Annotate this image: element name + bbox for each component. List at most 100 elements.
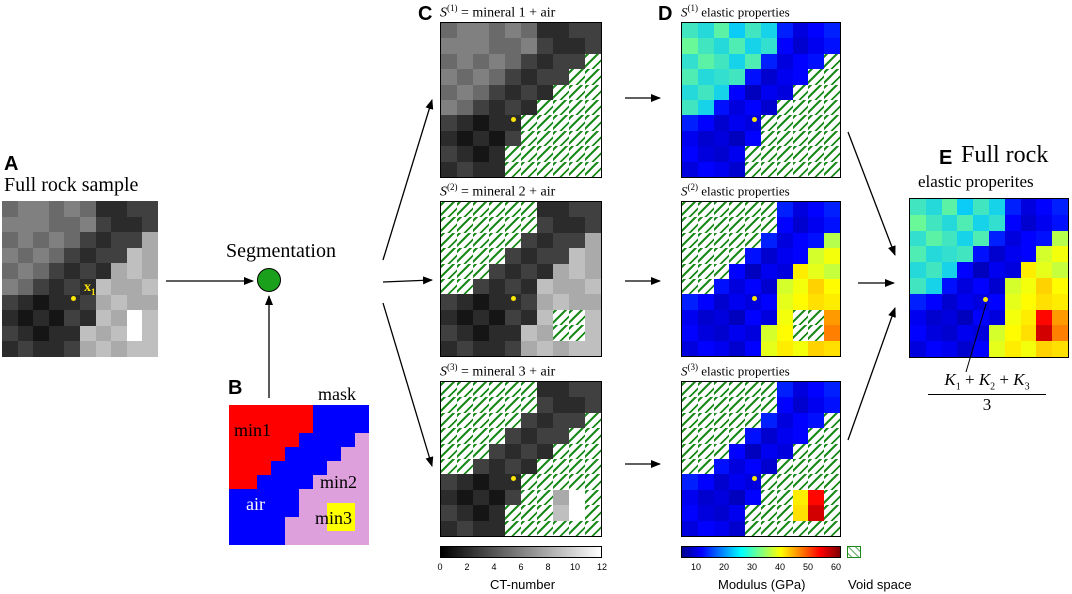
pixel-cell	[1052, 278, 1068, 294]
pixel-cell	[682, 99, 698, 116]
pixel-cell	[441, 115, 457, 131]
pixel-cell	[505, 474, 521, 490]
pixel-cell	[473, 474, 489, 490]
pixel-cell	[713, 146, 730, 162]
pixel-cell	[537, 53, 553, 70]
pixel-cell	[473, 84, 489, 100]
pixel-cell	[537, 458, 553, 475]
pixel-cell	[17, 294, 34, 311]
pixel-cell	[505, 412, 521, 429]
pixel-cell	[473, 397, 489, 413]
pixel-cell	[80, 232, 96, 248]
pixel-cell	[1020, 246, 1037, 263]
pixel-cell	[585, 146, 601, 162]
pixel-cell	[776, 278, 793, 295]
pixel-cell	[341, 489, 355, 503]
pixel-cell	[697, 38, 714, 54]
pixel-cell	[941, 278, 958, 294]
pixel-cell	[553, 309, 569, 326]
pixel-cell	[441, 248, 457, 264]
pixel-cell	[808, 53, 825, 70]
pixel-cell	[80, 263, 96, 279]
pixel-cell	[792, 325, 809, 341]
pixel-cell	[792, 294, 809, 310]
pixel-cell	[229, 489, 243, 503]
pixel-cell	[585, 38, 601, 54]
pixel-cell	[569, 38, 585, 54]
pixel-cell	[925, 293, 942, 310]
pixel-cell	[257, 405, 271, 419]
pixel-cell	[776, 23, 793, 39]
pixel-cell	[761, 458, 777, 475]
colorbar-tick-label: 4	[491, 562, 497, 572]
pixel-cell	[537, 161, 553, 177]
pixel-cell	[569, 474, 585, 490]
pixel-cell	[941, 214, 958, 231]
pixel-cell	[729, 146, 746, 162]
pixel-cell	[553, 263, 569, 279]
pixel-cell	[808, 146, 825, 162]
pixel-cell	[1020, 309, 1037, 326]
pixel-cell	[745, 294, 761, 310]
pixel-cell	[441, 428, 457, 444]
pixel-cell	[761, 505, 777, 521]
pixel-cell	[271, 475, 285, 489]
pixel-cell	[126, 279, 143, 295]
pixel-cell	[95, 247, 112, 264]
pixel-cell	[553, 443, 569, 459]
pixel-cell	[313, 531, 327, 545]
pixel-cell	[1036, 214, 1053, 231]
pixel-cell	[761, 146, 777, 162]
pixel-cell	[473, 294, 489, 310]
pixel-cell	[553, 202, 569, 218]
pixel-cell	[569, 99, 585, 116]
pixel-cell	[792, 130, 809, 147]
pixel-cell	[457, 520, 473, 536]
pixel-cell	[761, 489, 777, 506]
pixel-cell	[457, 325, 473, 341]
pixel-cell	[792, 69, 809, 85]
pixel-cell	[341, 503, 355, 517]
pixel-cell	[585, 458, 601, 475]
pixel-cell	[989, 278, 1005, 294]
pixel-cell	[745, 99, 761, 116]
pixel-cell	[776, 130, 793, 147]
pixel-cell	[257, 489, 271, 503]
pixel-cell	[521, 202, 537, 218]
pixel-cell	[48, 232, 65, 248]
pixel-cell	[745, 458, 761, 475]
pixel-cell	[126, 294, 143, 311]
pixel-cell	[729, 382, 746, 398]
pixel-cell	[457, 130, 473, 147]
pixel-cell	[910, 199, 926, 215]
pixel-cell	[697, 428, 714, 444]
pixel-cell	[521, 397, 537, 413]
pixel-cell	[776, 115, 793, 131]
pixel-cell	[973, 214, 989, 231]
pixel-cell	[729, 202, 746, 218]
pixel-cell	[745, 69, 761, 85]
pixel-cell	[925, 246, 942, 263]
pixel-cell	[95, 294, 112, 311]
pixel-cell	[569, 340, 585, 356]
pixel-cell	[243, 405, 257, 419]
pixel-cell	[299, 503, 313, 517]
pixel-cell	[126, 247, 143, 264]
pixel-cell	[713, 38, 730, 54]
pixel-cell	[808, 443, 825, 459]
pixel-cell	[80, 247, 96, 264]
pixel-cell	[792, 505, 809, 521]
pixel-cell	[505, 84, 521, 100]
pixel-cell	[824, 428, 840, 444]
pixel-cell	[521, 263, 537, 279]
pixel-cell	[713, 428, 730, 444]
pixel-cell	[473, 53, 489, 70]
pixel-cell	[457, 202, 473, 218]
pixel-cell	[489, 248, 505, 264]
pixel-cell	[1020, 214, 1037, 231]
pixel-cell	[729, 69, 746, 85]
pixel-cell	[473, 263, 489, 279]
pixel-cell	[729, 474, 746, 490]
pixel-cell	[729, 130, 746, 147]
pixel-cell	[824, 202, 840, 218]
